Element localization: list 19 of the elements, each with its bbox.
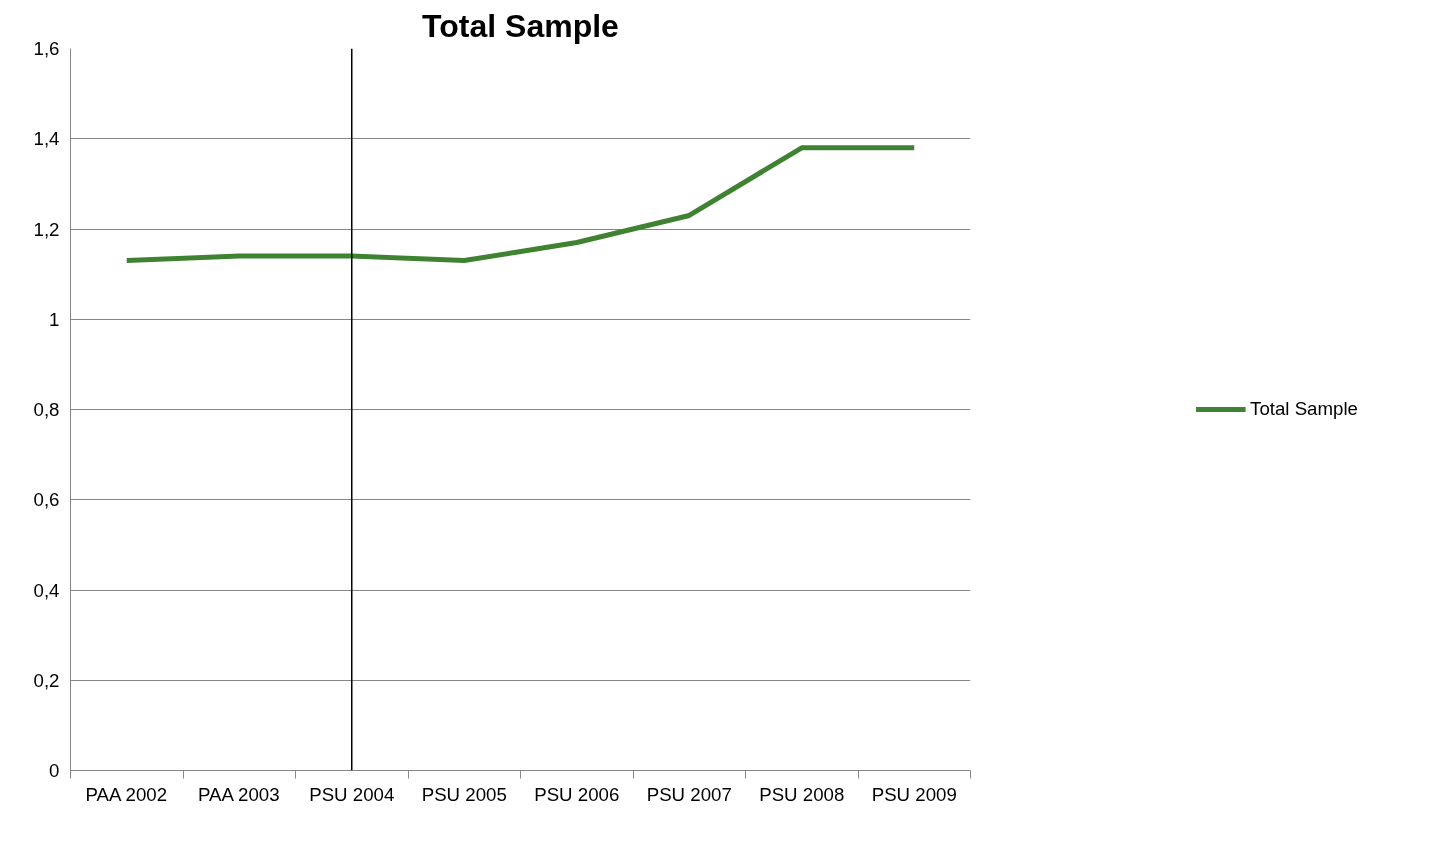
x-tick-label: PSU 2006 bbox=[534, 783, 620, 805]
chart-title: Total Sample bbox=[422, 7, 619, 44]
y-tick-label: 0,2 bbox=[33, 669, 60, 691]
y-tick-label: 0,4 bbox=[33, 579, 60, 601]
y-tick-label: 1 bbox=[49, 308, 60, 330]
x-tick-label: PAA 2003 bbox=[197, 783, 280, 805]
x-tick-label: PSU 2004 bbox=[309, 783, 395, 805]
y-tick-label: 0,6 bbox=[33, 489, 60, 511]
x-tick-label: PAA 2002 bbox=[85, 783, 168, 805]
y-tick-label: 1,4 bbox=[33, 128, 60, 150]
x-tick-label: PSU 2007 bbox=[646, 783, 732, 805]
x-tick-label: PSU 2005 bbox=[421, 783, 507, 805]
y-tick-label: 1,6 bbox=[33, 38, 60, 59]
y-tick-label: 0 bbox=[49, 760, 60, 781]
x-tick-label: PSU 2008 bbox=[759, 783, 845, 805]
legend-label: Total Sample bbox=[1250, 398, 1358, 420]
y-tick-label: 1,2 bbox=[33, 218, 60, 240]
y-tick-label: 0,8 bbox=[33, 399, 60, 420]
x-tick-label: PSU 2009 bbox=[871, 783, 957, 805]
